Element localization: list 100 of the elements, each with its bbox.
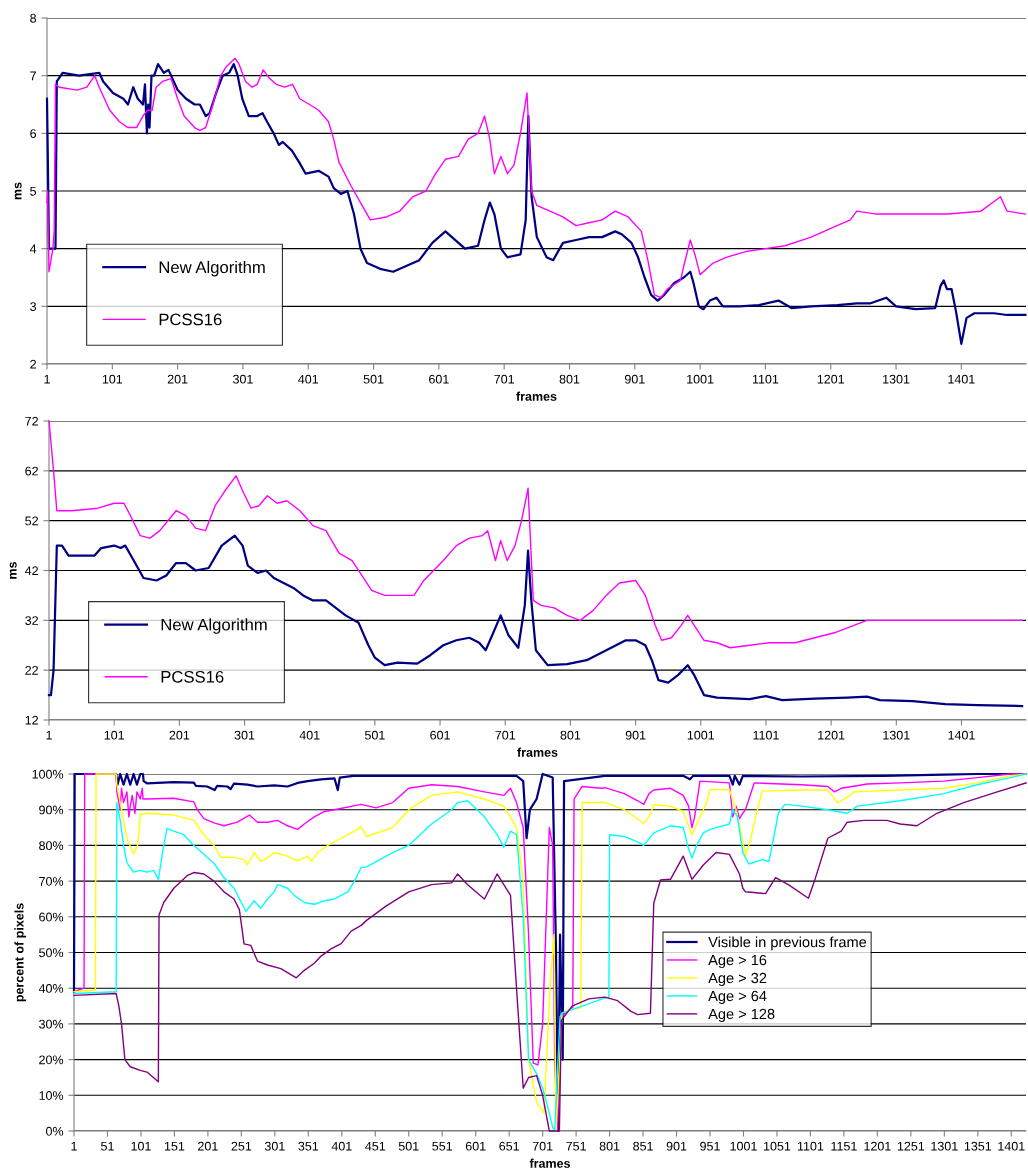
y-tick-label: 40% xyxy=(38,984,64,993)
x-tick-label: 1151 xyxy=(831,1141,857,1151)
x-tick-label: 851 xyxy=(633,1141,653,1151)
x-tick-label: 451 xyxy=(365,1141,386,1151)
y-tick-label: 50% xyxy=(39,948,64,958)
x-tick-label: 1 xyxy=(71,1141,77,1151)
legend-label: PCSS16 xyxy=(159,313,222,326)
legend-label: New Algorithm xyxy=(159,260,265,277)
x-tick-label: 1201 xyxy=(864,1141,891,1151)
x-tick-label: 401 xyxy=(298,374,319,384)
y-tick-label: 3 xyxy=(30,302,37,311)
x-tick-label: 601 xyxy=(465,1141,486,1151)
x-tick-label: 651 xyxy=(499,1141,519,1151)
x-tick-label: 1201 xyxy=(818,730,845,740)
x-tick-label: 1 xyxy=(46,730,52,740)
y-tick-label: 0% xyxy=(46,1126,64,1136)
x-tick-label: 301 xyxy=(232,374,253,384)
x-tick-label: 251 xyxy=(231,1141,252,1151)
line-series xyxy=(48,420,1023,649)
legend-label: PCSS16 xyxy=(161,670,224,683)
y-tick-label: 72 xyxy=(25,416,38,426)
y-tick-label: 60% xyxy=(39,912,64,922)
x-tick-label: 201 xyxy=(169,730,190,740)
x-tick-label: 101 xyxy=(102,374,123,384)
x-tick-label: 1001 xyxy=(687,374,714,384)
x-tick-label: 151 xyxy=(164,1141,185,1151)
x-tick-label: 1001 xyxy=(687,730,715,740)
x-tick-label: 301 xyxy=(264,1141,285,1151)
x-tick-label: 901 xyxy=(624,374,645,384)
x-tick-label: 901 xyxy=(625,730,646,740)
x-tick-label: 801 xyxy=(560,730,581,740)
y-tick-label: 22 xyxy=(25,665,38,675)
y-tick-label: 100% xyxy=(32,769,64,779)
legend-label: Age > 32 xyxy=(708,972,767,987)
x-tick-label: 201 xyxy=(167,374,188,384)
x-tick-label: 701 xyxy=(532,1141,553,1151)
x-tick-label: 1051 xyxy=(764,1141,791,1151)
legend-label: Age > 64 xyxy=(708,990,767,1005)
line-series xyxy=(46,57,1027,299)
x-tick-label: 1301 xyxy=(931,1141,958,1151)
x-axis-title: frames xyxy=(517,747,558,757)
x-tick-label: 1301 xyxy=(883,730,910,740)
x-tick-label: 601 xyxy=(429,374,449,384)
y-axis-title: ms xyxy=(14,182,22,200)
x-tick-label: 1101 xyxy=(753,730,779,740)
y-tick-label: 62 xyxy=(25,466,38,476)
x-tick-label: 401 xyxy=(299,730,320,740)
x-tick-label: 1001 xyxy=(730,1141,757,1151)
line-series xyxy=(45,63,1027,345)
x-tick-label: 1301 xyxy=(883,374,910,384)
x-tick-label: 201 xyxy=(198,1141,218,1151)
x-tick-label: 51 xyxy=(101,1141,114,1151)
line-series xyxy=(47,534,1024,708)
y-tick-label: 32 xyxy=(25,616,38,625)
y-tick-label: 5 xyxy=(30,186,37,196)
y-tick-label: 8 xyxy=(30,13,37,23)
y-tick-label: 42 xyxy=(24,566,38,576)
x-tick-label: 701 xyxy=(495,730,516,740)
x-tick-label: 1401 xyxy=(948,374,975,384)
x-tick-label: 101 xyxy=(131,1141,151,1151)
y-tick-label: 90% xyxy=(39,805,64,815)
y-tick-label: 30% xyxy=(39,1019,64,1029)
y-axis-title: percent of pixels xyxy=(14,903,27,1002)
legend-label: New Algorithm xyxy=(161,618,267,634)
x-tick-label: 701 xyxy=(494,374,514,384)
x-tick-label: 301 xyxy=(234,730,255,740)
x-tick-label: 351 xyxy=(298,1141,319,1151)
y-tick-label: 2 xyxy=(30,359,36,369)
legend-label: Age > 128 xyxy=(708,1008,775,1023)
x-tick-label: 601 xyxy=(430,730,450,740)
x-axis-title: frames xyxy=(516,391,557,401)
y-tick-label: 4 xyxy=(29,244,37,254)
x-tick-label: 901 xyxy=(666,1141,687,1151)
x-tick-label: 551 xyxy=(432,1141,453,1151)
x-tick-label: 101 xyxy=(104,730,124,740)
x-tick-label: 801 xyxy=(559,374,580,384)
x-tick-label: 751 xyxy=(566,1141,586,1151)
x-tick-label: 1251 xyxy=(897,1141,925,1151)
y-tick-label: 7 xyxy=(30,71,36,81)
x-tick-label: 1401 xyxy=(948,730,975,740)
x-tick-label: 801 xyxy=(599,1141,620,1151)
y-tick-label: 70% xyxy=(39,876,64,886)
x-tick-label: 501 xyxy=(364,730,385,740)
y-tick-label: 6 xyxy=(30,129,37,138)
y-tick-label: 12 xyxy=(25,715,38,725)
x-axis-title: frames xyxy=(529,1158,570,1168)
x-tick-label: 501 xyxy=(363,374,384,384)
x-tick-label: 1401 xyxy=(998,1141,1025,1151)
x-tick-label: 951 xyxy=(700,1141,720,1151)
x-tick-label: 1 xyxy=(44,374,50,384)
x-tick-label: 1101 xyxy=(797,1141,824,1151)
x-tick-label: 1351 xyxy=(964,1141,992,1151)
y-tick-label: 20% xyxy=(39,1055,64,1065)
y-tick-label: 10% xyxy=(39,1091,64,1100)
x-tick-label: 1201 xyxy=(817,374,845,384)
y-tick-label: 80% xyxy=(39,841,64,851)
legend-label: Age > 16 xyxy=(708,954,767,969)
x-tick-label: 501 xyxy=(398,1141,419,1151)
y-axis-title: ms xyxy=(9,561,17,579)
y-tick-label: 52 xyxy=(25,516,38,526)
